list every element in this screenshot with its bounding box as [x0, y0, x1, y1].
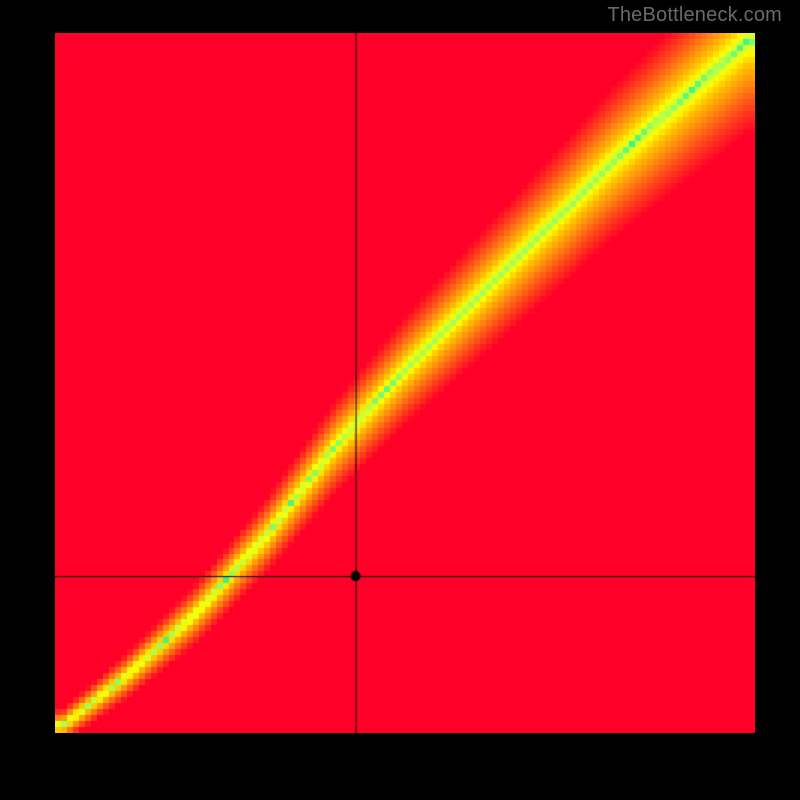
chart-container: TheBottleneck.com — [0, 0, 800, 800]
heatmap-canvas — [55, 33, 755, 733]
watermark-text: TheBottleneck.com — [607, 4, 782, 27]
